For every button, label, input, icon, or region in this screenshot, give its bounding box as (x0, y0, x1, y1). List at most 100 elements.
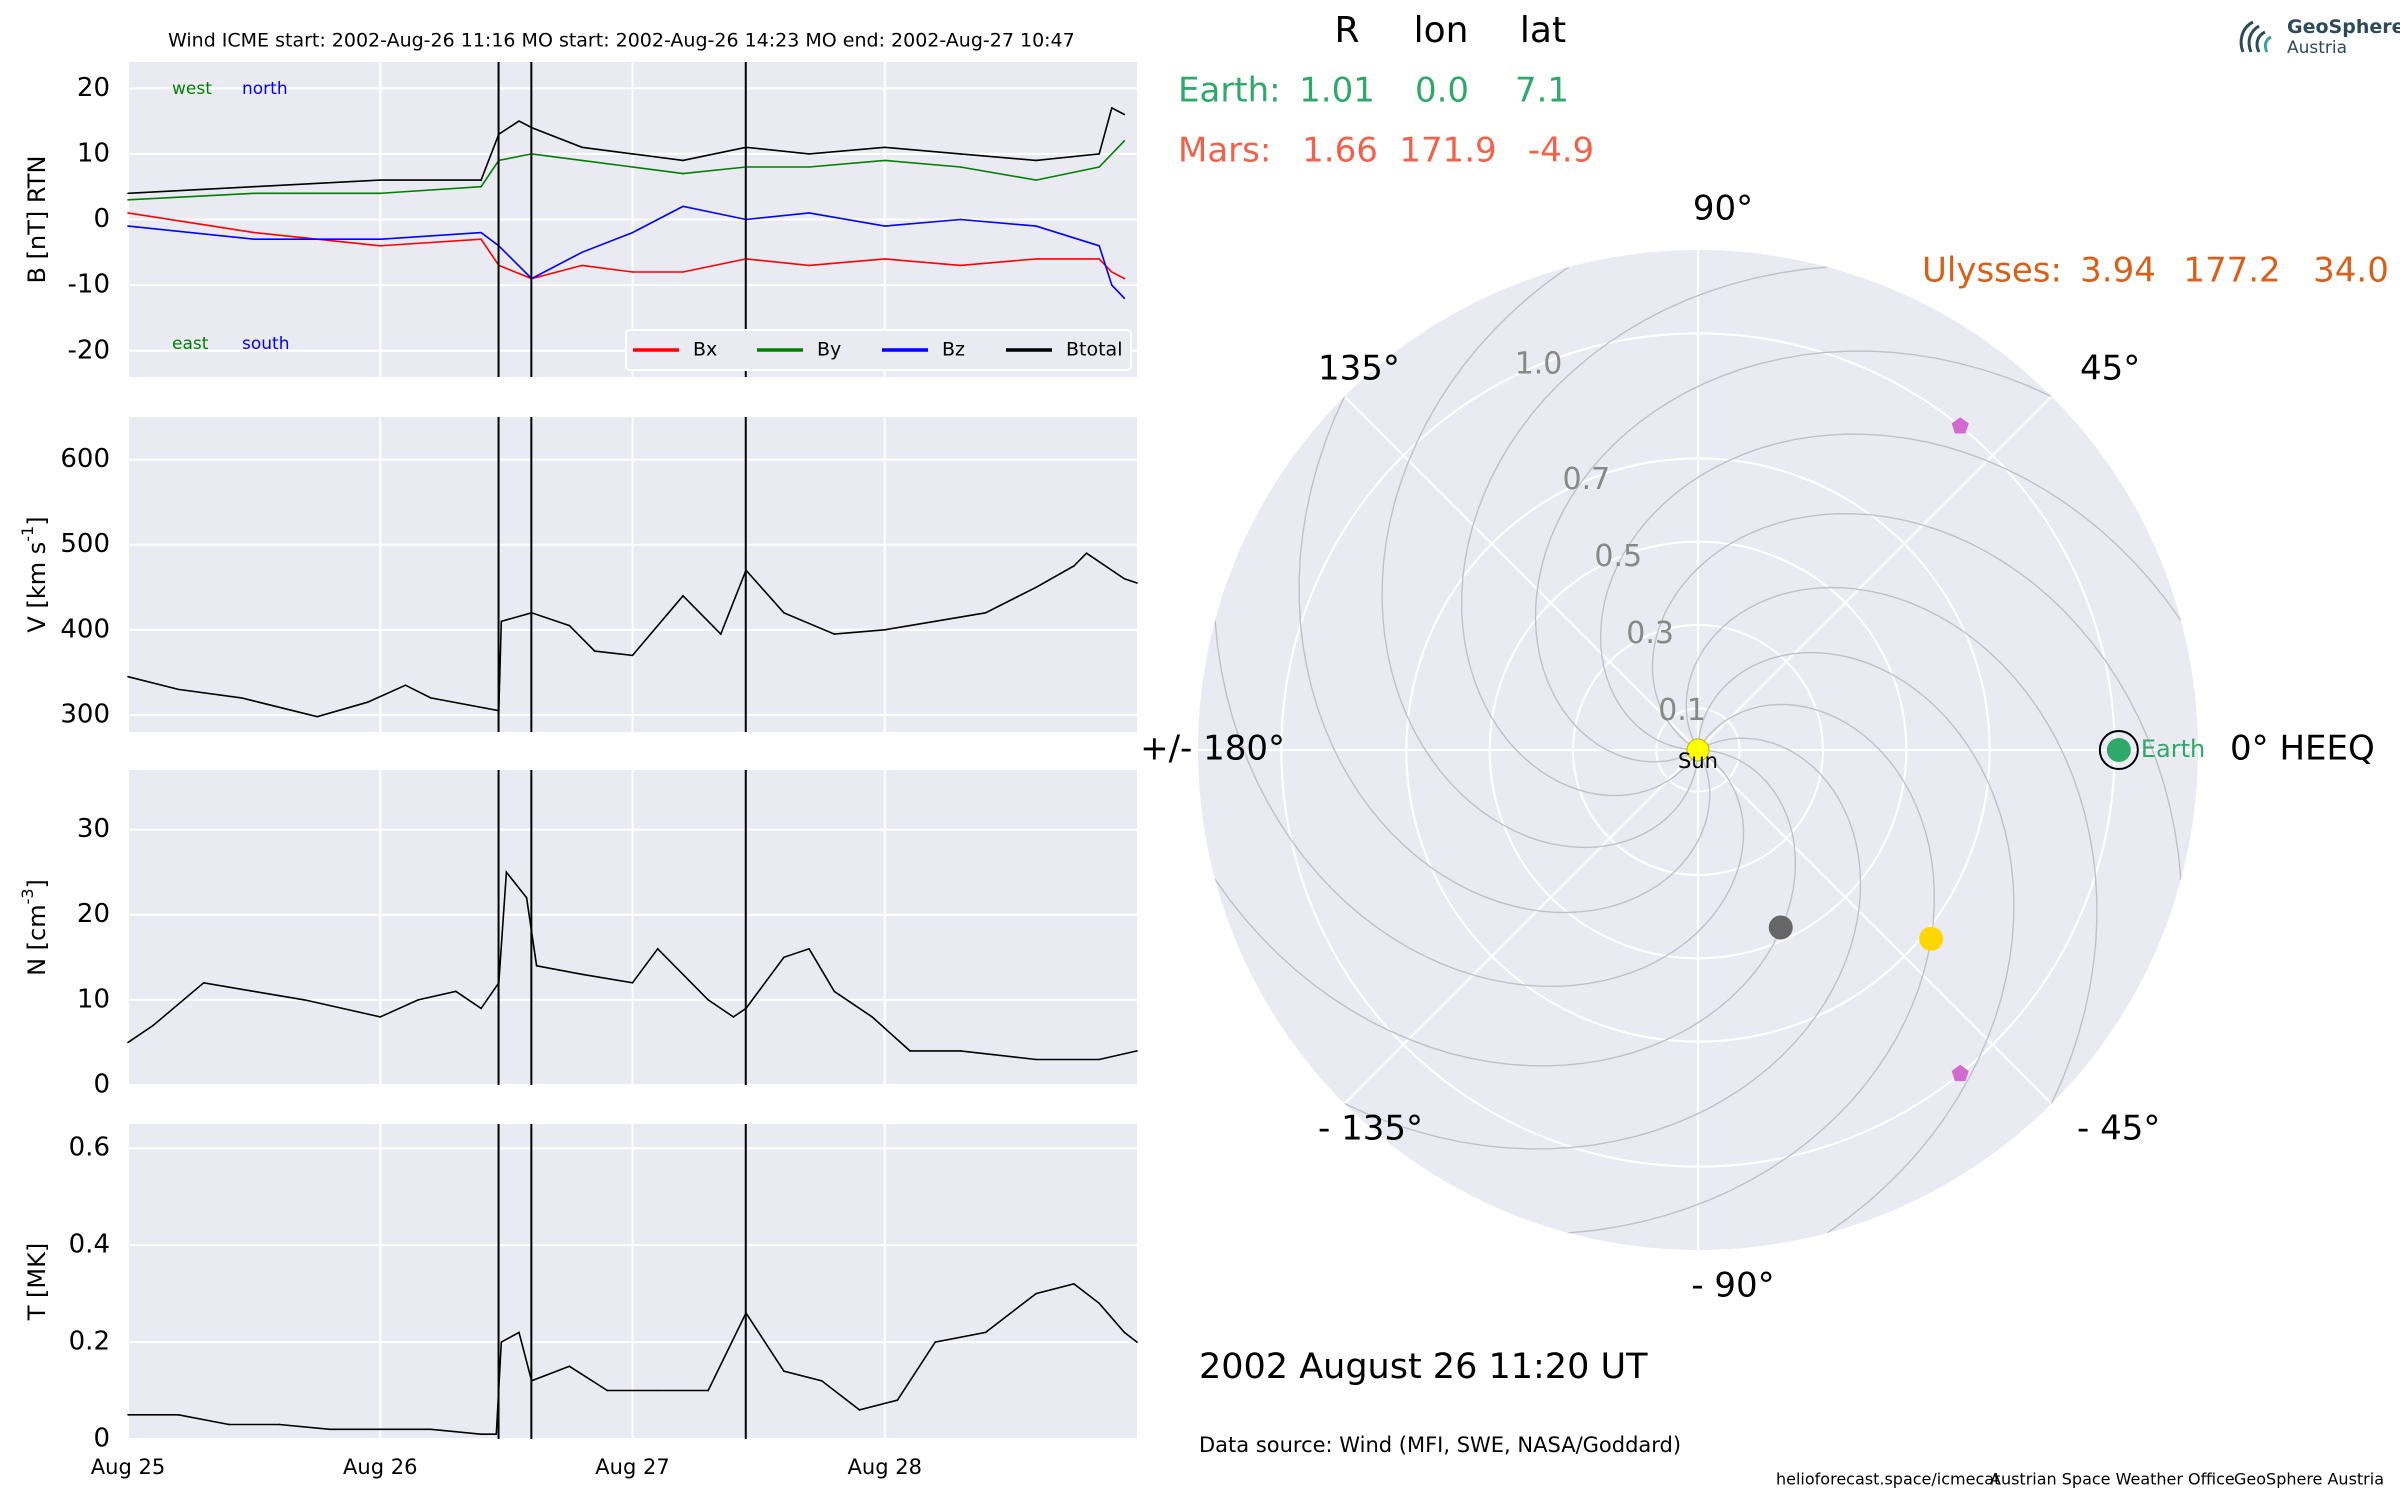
sun-label: Sun (1678, 749, 1718, 773)
data-point (127, 1413, 129, 1416)
data-point (417, 999, 419, 1001)
data-point (1123, 277, 1126, 280)
x-tick-label: Aug 26 (343, 1455, 417, 1479)
parker-spiral (1460, 266, 1828, 797)
data-point (228, 1423, 230, 1426)
data-point (303, 999, 306, 1001)
logo-line-1: GeoSphere (2287, 16, 2400, 38)
earth-ring (2098, 730, 2139, 770)
polar-r-label: 1.0 (1515, 347, 1563, 382)
data-point (593, 650, 596, 652)
data-point (480, 1007, 482, 1010)
data-point (568, 624, 571, 627)
data-point (719, 633, 722, 635)
data-point (127, 225, 129, 227)
data-point (253, 185, 255, 188)
geosphere-logo: GeoSphere Austria (2235, 14, 2400, 60)
polar-theta-label: 135° (1318, 349, 1400, 389)
parker-spiral (1651, 512, 2182, 880)
data-point (909, 1050, 911, 1052)
data-point (808, 947, 810, 950)
data-point (341, 1007, 344, 1010)
data-point (253, 238, 255, 240)
data-point (1098, 244, 1100, 247)
data-point (984, 612, 987, 614)
data-point (505, 871, 508, 873)
data-point (1035, 1292, 1037, 1295)
y-tick-label: 10 (77, 984, 110, 1014)
data-point (896, 1399, 899, 1402)
parker-spiral (1381, 266, 1699, 849)
data-point (883, 629, 886, 631)
series-btotal-line (127, 106, 1125, 195)
data-point (1098, 166, 1100, 168)
y-tick-label: -20 (68, 335, 110, 365)
polar-r-label: 0.1 (1658, 693, 1706, 728)
mercury-marker (1768, 915, 1793, 940)
footer-office: Austrian Space Weather Office (1990, 1470, 2235, 1489)
data-point (127, 212, 129, 214)
data-point (366, 701, 369, 704)
data-point (682, 271, 684, 273)
data-point (316, 715, 318, 718)
polar-spoke (1697, 395, 2053, 751)
polar-theta-label: 45° (2080, 349, 2140, 389)
data-point (202, 982, 205, 984)
parker-spiral (1685, 586, 2098, 1104)
logo-line-2: Austria (2287, 38, 2348, 58)
data-point (707, 1389, 709, 1392)
data-point (606, 1389, 609, 1392)
table-row-name: Ulysses: (1922, 251, 2062, 291)
data-point (883, 258, 886, 260)
y-axis-label: B [nT] RTN (23, 156, 51, 284)
panel-title: Wind ICME start: 2002-Aug-26 11:16 MO st… (168, 30, 1075, 52)
polar-theta-label: 0° HEEQ (2230, 729, 2375, 769)
legend-label-bz: Bz (942, 339, 965, 361)
polar-spoke (1697, 749, 2053, 1105)
parker-spiral (1568, 703, 1936, 1234)
y-axis-label: T [MK] (23, 1243, 51, 1321)
annotation-north: north (242, 79, 288, 99)
data-point (1123, 139, 1126, 142)
y-tick-label: 500 (60, 529, 110, 559)
data-point (480, 1433, 482, 1435)
data-point (1098, 258, 1100, 260)
parker-spiral (1214, 620, 1745, 988)
data-point (495, 1433, 498, 1435)
data-point (959, 153, 962, 155)
footer-org: GeoSphere Austria (2234, 1470, 2384, 1489)
x-tick-label: Aug 25 (91, 1455, 165, 1479)
table-row-lat: -4.9 (1528, 131, 1594, 171)
panel-temperature (127, 1124, 1138, 1440)
data-point (379, 244, 382, 247)
data-point (631, 982, 634, 984)
data-point (1035, 586, 1037, 589)
data-point (127, 1041, 129, 1044)
data-point (934, 1341, 936, 1343)
footer-link: helioforecast.space/icmecat (1776, 1470, 2000, 1489)
series-t-line (128, 1283, 1138, 1435)
data-point (656, 1389, 659, 1392)
legend-box (625, 329, 1132, 371)
data-point (1098, 153, 1100, 155)
table-row-lat: 34.0 (2313, 251, 2389, 291)
y-tick-label: 400 (60, 614, 110, 644)
data-point (1098, 1058, 1100, 1061)
data-source: Data source: Wind (MFI, SWE, NASA/Goddar… (1199, 1433, 1681, 1457)
parker-spiral (1298, 396, 1711, 914)
polar-theta-label: 90° (1693, 189, 1753, 229)
legend-label-by: By (817, 339, 841, 361)
data-point (871, 1016, 873, 1018)
data-point (682, 172, 684, 175)
data-point (959, 1050, 962, 1052)
data-point (934, 620, 936, 623)
table-header-lon: lon (1414, 10, 1469, 51)
data-point (1110, 153, 1113, 155)
data-point (959, 166, 962, 168)
legend-label-bx: Bx (693, 339, 717, 361)
table-row-lon: 0.0 (1415, 71, 1469, 111)
polar-theta-label: - 135° (1318, 1109, 1423, 1149)
y-tick-label: 0.4 (69, 1230, 110, 1260)
earth-marker (2106, 738, 2131, 762)
